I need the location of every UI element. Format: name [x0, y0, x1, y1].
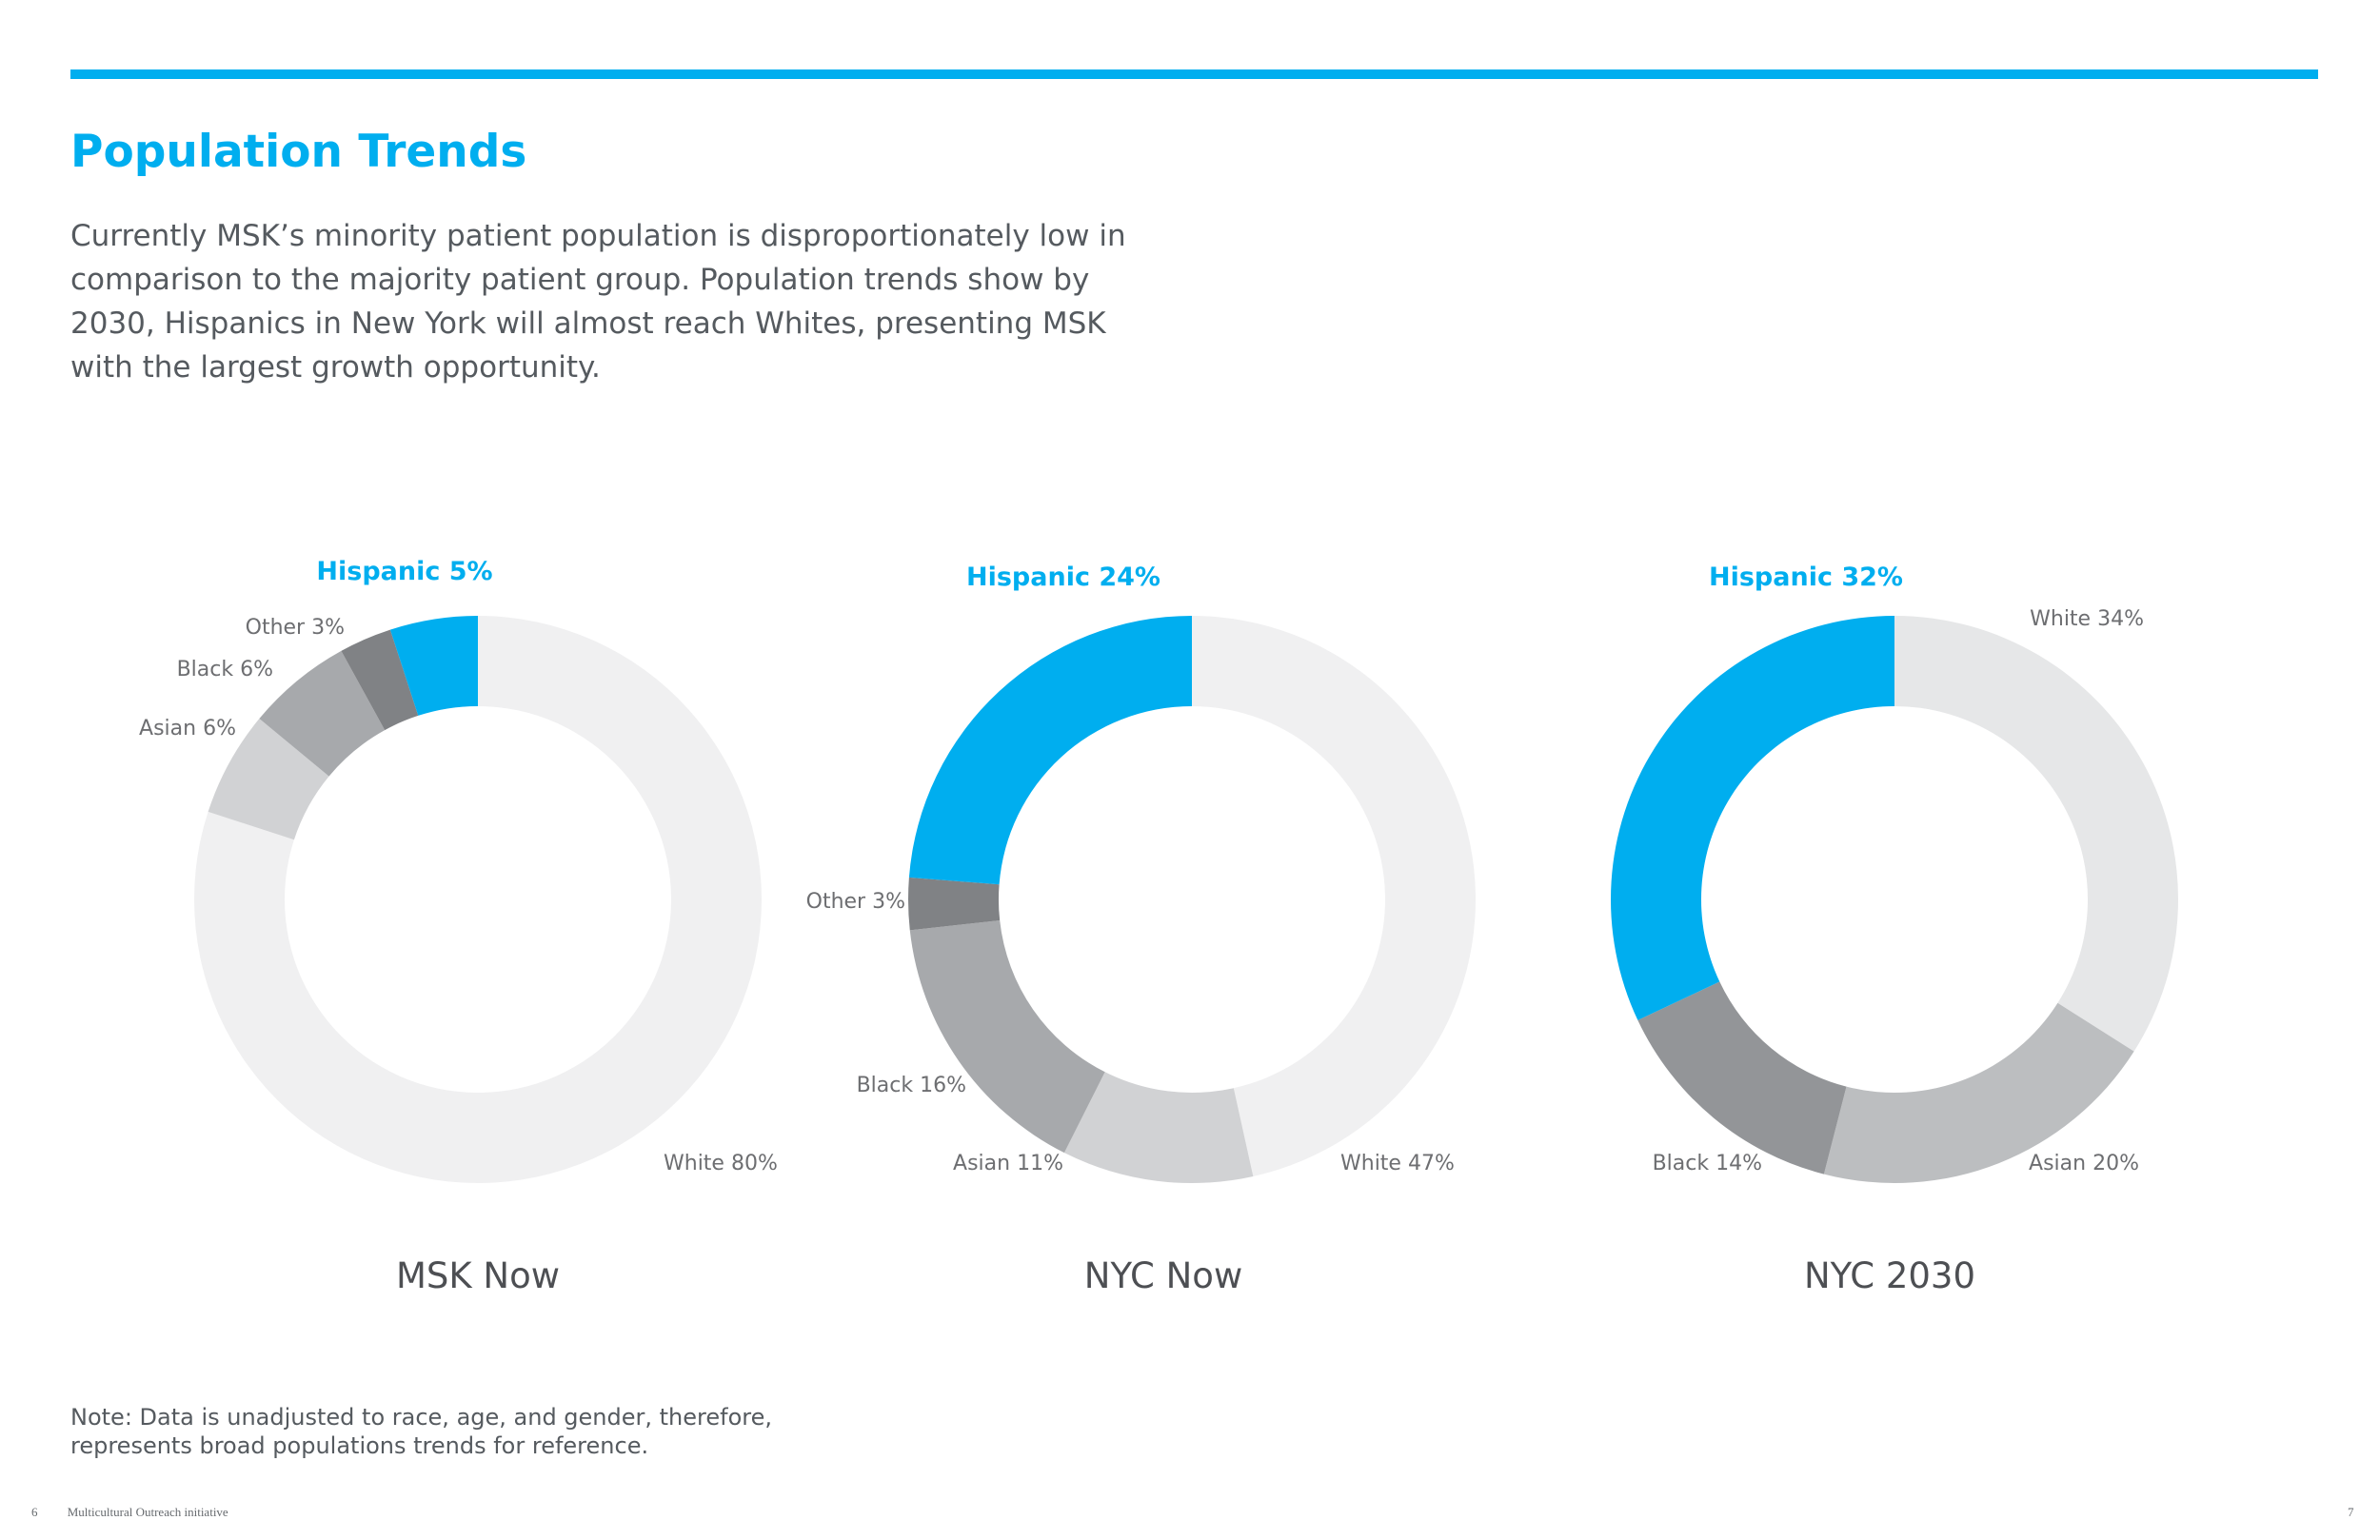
slice-other — [341, 629, 419, 731]
slice-black-inner-ring — [328, 730, 410, 810]
slice-label-hispanic: Hispanic 24% — [966, 563, 1160, 592]
intro-paragraph: Currently MSK’s minority patient populat… — [70, 219, 1126, 385]
slice-white — [1894, 616, 2178, 1052]
slice-hispanic — [389, 616, 478, 716]
data-note: Note: Data is unadjusted to race, age, a… — [70, 1404, 773, 1459]
slice-asian-inner-ring — [293, 776, 369, 857]
slice-label-white: White 80% — [664, 1152, 778, 1175]
left-page-number: 6 — [31, 1505, 38, 1519]
chart-title: NYC 2030 — [1804, 1255, 1975, 1296]
slice-label-black: Black 16% — [857, 1074, 966, 1097]
slice-label-white: White 34% — [2030, 607, 2144, 631]
slice-hispanic — [1611, 616, 1894, 1020]
slice-white — [1192, 616, 1476, 1176]
slice-asian — [1823, 1002, 2134, 1183]
slice-label-white: White 47% — [1340, 1152, 1455, 1175]
slice-label-other: Other 3% — [246, 616, 345, 640]
slice-label-black: Black 14% — [1653, 1152, 1762, 1175]
slice-hispanic-inner-ring — [418, 706, 478, 766]
slice-label-asian: Asian 20% — [2029, 1152, 2139, 1175]
slice-label-hispanic: Hispanic 32% — [1709, 563, 1903, 592]
slice-black-inner-ring — [1000, 915, 1129, 1073]
slice-asian — [1063, 1072, 1254, 1183]
slice-black — [259, 650, 386, 777]
publication-name: Multicultural Outreach initiative — [67, 1505, 228, 1519]
slice-label-other: Other 3% — [806, 890, 905, 914]
slice-black-inner-ring — [1719, 959, 1860, 1087]
slice-white-inner-ring — [1192, 706, 1385, 1089]
slice-label-black: Black 6% — [177, 658, 273, 681]
donut-chart-1: White 80% Asian 6% Black 6% Other 3% Hispani… — [139, 557, 778, 1296]
slice-asian — [208, 719, 329, 840]
slice-asian-inner-ring — [1846, 975, 2058, 1094]
slice-hispanic-inner-ring — [999, 706, 1192, 889]
footer-left: 6 Multicultural Outreach initiative — [31, 1505, 228, 1520]
top-accent-rule — [70, 69, 2318, 79]
slice-black — [909, 920, 1105, 1154]
chart-title: MSK Now — [396, 1255, 560, 1296]
donut-chart-3: White 34% Asian 20% Black 14% Hispanic 32% N… — [1611, 563, 2178, 1296]
page-title: Population Trends — [70, 126, 527, 178]
slice-label-asian: Asian 6% — [139, 717, 236, 740]
slice-other-inner-ring — [999, 884, 1052, 921]
slice-other-inner-ring — [385, 715, 435, 777]
slice-black — [1637, 981, 1847, 1175]
donut-chart-2: White 47% Asian 11% Black 16% Other 3% Hispa… — [806, 563, 1476, 1296]
chart-title: NYC Now — [1084, 1255, 1242, 1296]
right-page-number: 7 — [2348, 1505, 2354, 1519]
slice-label-asian: Asian 11% — [953, 1152, 1063, 1175]
slice-asian-inner-ring — [1104, 1025, 1234, 1093]
slice-hispanic-inner-ring — [1700, 706, 1894, 982]
slice-white-inner-ring — [1894, 706, 2088, 1003]
slice-label-hispanic: Hispanic 5% — [316, 557, 492, 586]
slice-white — [194, 616, 763, 1184]
slice-other — [908, 877, 1001, 931]
slice-hispanic — [908, 616, 1192, 885]
